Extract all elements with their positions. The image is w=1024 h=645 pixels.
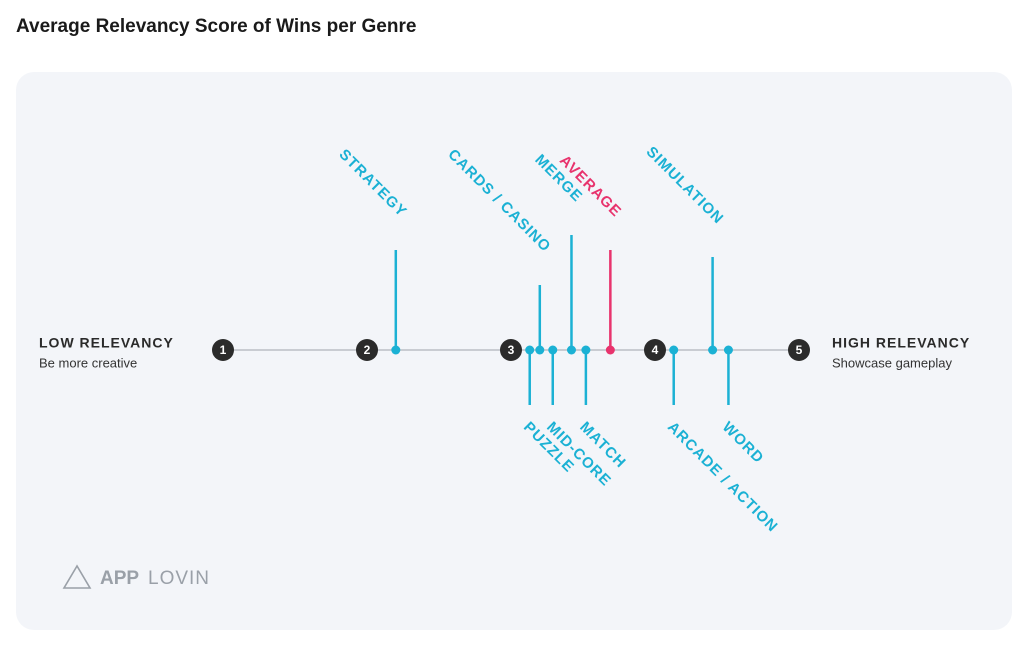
tick-label: 5 [796,343,803,357]
logo [62,564,92,589]
high-sublabel: Showcase gameplay [832,355,952,370]
marker-dot [566,345,576,355]
tick-label: 3 [508,343,515,357]
marker-dot [391,345,401,355]
marker-dot [723,345,733,355]
logo-light: LOVIN [148,568,210,589]
logo-bold: APP [100,568,139,589]
marker-dot [605,345,615,355]
tick-circle [356,339,378,361]
marker-dot [525,345,535,355]
low-label: LOW RELEVANCY [39,335,174,351]
logo-icon [62,564,92,589]
chart-title: Average Relevancy Score of Wins per Genr… [16,16,416,37]
tick-circle [212,339,234,361]
marker-dot [581,345,591,355]
tick-circle [644,339,666,361]
tick-label: 4 [652,343,659,357]
marker-dot [548,345,558,355]
tick-label: 1 [220,343,227,357]
marker-dot [669,345,679,355]
marker-dot [535,345,545,355]
marker-dot [708,345,718,355]
tick-circle [500,339,522,361]
low-sublabel: Be more creative [39,355,137,370]
tick-circle [788,339,810,361]
tick-label: 2 [364,343,371,357]
high-label: HIGH RELEVANCY [832,335,970,351]
